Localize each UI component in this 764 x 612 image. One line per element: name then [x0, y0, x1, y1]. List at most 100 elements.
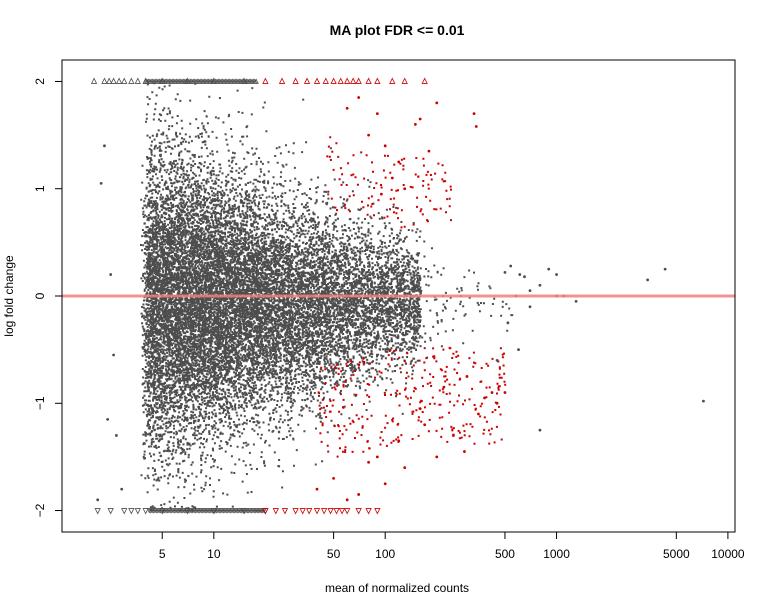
- clipped-low-s1-3: [292, 508, 299, 515]
- clipped-low-s1-10: [338, 508, 346, 515]
- point-s1-21: [383, 482, 387, 486]
- clipped-low-s1-11: [344, 508, 351, 515]
- point-s0-25: [506, 321, 510, 325]
- y-axis-label: log fold change: [2, 255, 16, 337]
- clipped-high-s1-7: [337, 77, 344, 84]
- clipped-high-s0-10: [184, 77, 191, 84]
- clipped-low-s1-12: [355, 508, 362, 515]
- clipped-high-s1-12: [374, 77, 381, 84]
- clipped-high-s0-6: [128, 77, 135, 84]
- x-tick-label-5000: 5000: [663, 547, 690, 561]
- point-s0-4: [106, 417, 110, 421]
- point-s1-17: [490, 391, 494, 394]
- point-s0-6: [114, 434, 118, 437]
- clipped-high-s0-5: [121, 77, 128, 84]
- point-s1-1: [474, 125, 478, 128]
- point-s1-18: [451, 434, 455, 437]
- clipped-low-s0-3: [128, 508, 135, 515]
- point-s1-6: [383, 144, 387, 148]
- clipped-high-s1-5: [322, 77, 329, 84]
- point-s0-14: [538, 283, 542, 287]
- point-s1-9: [345, 106, 349, 110]
- point-s1-15: [465, 375, 469, 378]
- point-s1-11: [390, 176, 394, 180]
- clipped-low-s1-2: [281, 508, 289, 515]
- point-s1-0: [472, 112, 476, 116]
- point-s0-20: [663, 267, 667, 271]
- y-tick-label--1: −1: [33, 396, 47, 410]
- point-s1-26: [375, 455, 379, 459]
- clipped-high-s1-6: [330, 77, 337, 84]
- point-s0-19: [646, 278, 650, 282]
- clipped-low-s0-2: [121, 508, 128, 515]
- y-tick-label-2: 2: [33, 78, 47, 85]
- clipped-low-s1-5: [306, 508, 313, 515]
- point-s1-4: [427, 149, 431, 153]
- point-s0-22: [538, 428, 542, 432]
- clipped-high-s0-7: [134, 77, 141, 84]
- point-s1-16: [483, 396, 486, 400]
- y-axis: −2 −1 0 1 2: [33, 78, 63, 517]
- x-tick-label-50: 50: [327, 547, 341, 561]
- chart-title: MA plot FDR <= 0.01: [330, 22, 465, 38]
- point-s0-24: [495, 358, 499, 362]
- clipped-high-s0-9: [159, 77, 166, 84]
- point-s0-5: [96, 498, 100, 502]
- x-tick-label-500: 500: [495, 547, 515, 561]
- point-s1-23: [345, 498, 349, 502]
- clipped-low-s1-4: [299, 508, 306, 515]
- point-s1-28: [495, 401, 499, 405]
- clipped-high-s1-15: [421, 77, 428, 84]
- clipped-low-s1-7: [320, 508, 328, 515]
- clipped-high-s0-3: [110, 77, 117, 84]
- clipped-low-s1-6: [313, 508, 321, 515]
- clipped-low-s0-9: [240, 508, 248, 515]
- point-s0-2: [103, 144, 106, 148]
- point-s0-15: [547, 267, 551, 271]
- point-s1-10: [367, 133, 370, 137]
- clipped-low-s0-0: [94, 508, 101, 515]
- point-s1-19: [435, 455, 439, 459]
- point-s0-8: [503, 271, 507, 274]
- clipped-high-s1-3: [303, 77, 311, 84]
- clipped-high-s0-0: [90, 77, 98, 84]
- point-s0-18: [574, 299, 578, 303]
- point-s1-34: [463, 450, 466, 453]
- clipped-low-s1-13: [365, 508, 372, 515]
- clipped-high-s1-10: [355, 77, 362, 84]
- point-s1-31: [418, 407, 422, 411]
- point-s0-13: [528, 289, 532, 293]
- point-s0-1: [99, 181, 103, 185]
- point-s1-22: [357, 493, 361, 496]
- x-tick-label-100: 100: [375, 547, 395, 561]
- clipped-high-s0-8: [142, 77, 149, 84]
- point-s1-7: [375, 112, 379, 116]
- x-axis: 5 10 50 100 500 1000 5000 10000: [159, 531, 745, 561]
- clipped-low-s1-9: [333, 508, 340, 515]
- point-s0-12: [523, 275, 526, 279]
- clipped-high-s1-13: [389, 77, 396, 84]
- clipped-low-band: [146, 508, 267, 514]
- point-s0-26: [528, 305, 532, 309]
- y-tick-label-0: 0: [33, 292, 47, 299]
- point-s1-24: [332, 476, 336, 480]
- point-s1-33: [367, 460, 370, 464]
- point-s1-14: [418, 117, 422, 121]
- clipped-low-s0-4: [134, 508, 141, 515]
- clipped-low-s1-0: [262, 508, 269, 515]
- clipped-high-s1-9: [349, 77, 357, 84]
- clipped-high-s0-4: [115, 77, 123, 84]
- x-tick-label-10000: 10000: [711, 547, 745, 561]
- clipped-low-s0-6: [159, 508, 166, 515]
- clipped-high-s1-8: [344, 77, 351, 84]
- clipped-high-s1-14: [401, 77, 408, 84]
- clipped-high-s1-0: [262, 77, 269, 84]
- clipped-low-s1-1: [272, 508, 279, 515]
- point-s1-20: [403, 466, 407, 470]
- point-s0-3: [112, 353, 115, 357]
- clipped-low-s0-7: [184, 508, 191, 515]
- point-s1-5: [397, 160, 401, 164]
- point-s0-9: [509, 264, 513, 268]
- point-s0-21: [702, 399, 705, 403]
